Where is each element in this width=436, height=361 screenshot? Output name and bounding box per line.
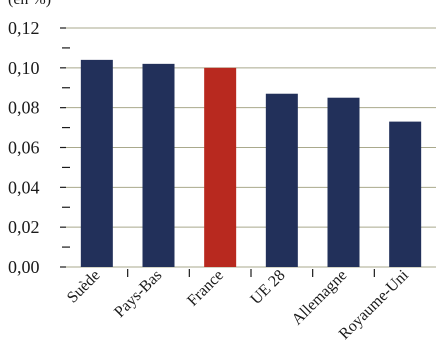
x-tick-label: Pays-Bas bbox=[111, 267, 165, 321]
x-tick-label: France bbox=[184, 267, 227, 310]
y-tick-label: 0,06 bbox=[8, 138, 40, 158]
bars bbox=[80, 59, 422, 267]
y-tick-label: 0,04 bbox=[8, 177, 40, 197]
y-axis: 0,00 0,02 0,04 0,06 0,08 0,10 0,12 bbox=[8, 18, 70, 277]
x-tick-label: UE 28 bbox=[247, 267, 288, 308]
bar bbox=[204, 67, 237, 267]
x-tick-label: Suède bbox=[64, 267, 104, 307]
y-tick-label: 0,08 bbox=[8, 98, 40, 118]
bar bbox=[142, 63, 175, 267]
bar bbox=[80, 59, 113, 267]
bar bbox=[327, 97, 360, 267]
y-tick-label: 0,00 bbox=[8, 257, 40, 277]
x-tick-label: Allemagne bbox=[289, 267, 351, 329]
gridlines bbox=[66, 27, 436, 268]
y-tick-label: 0,02 bbox=[8, 217, 40, 237]
x-axis: Suède Pays-Bas France UE 28 AllemagneRoyaume… bbox=[64, 266, 412, 343]
y-tick-label: 0,10 bbox=[8, 58, 40, 78]
bar bbox=[389, 121, 422, 267]
bar bbox=[265, 93, 298, 267]
y-tick-label: 0,12 bbox=[8, 18, 40, 38]
unit-label: (en %) bbox=[8, 0, 51, 8]
